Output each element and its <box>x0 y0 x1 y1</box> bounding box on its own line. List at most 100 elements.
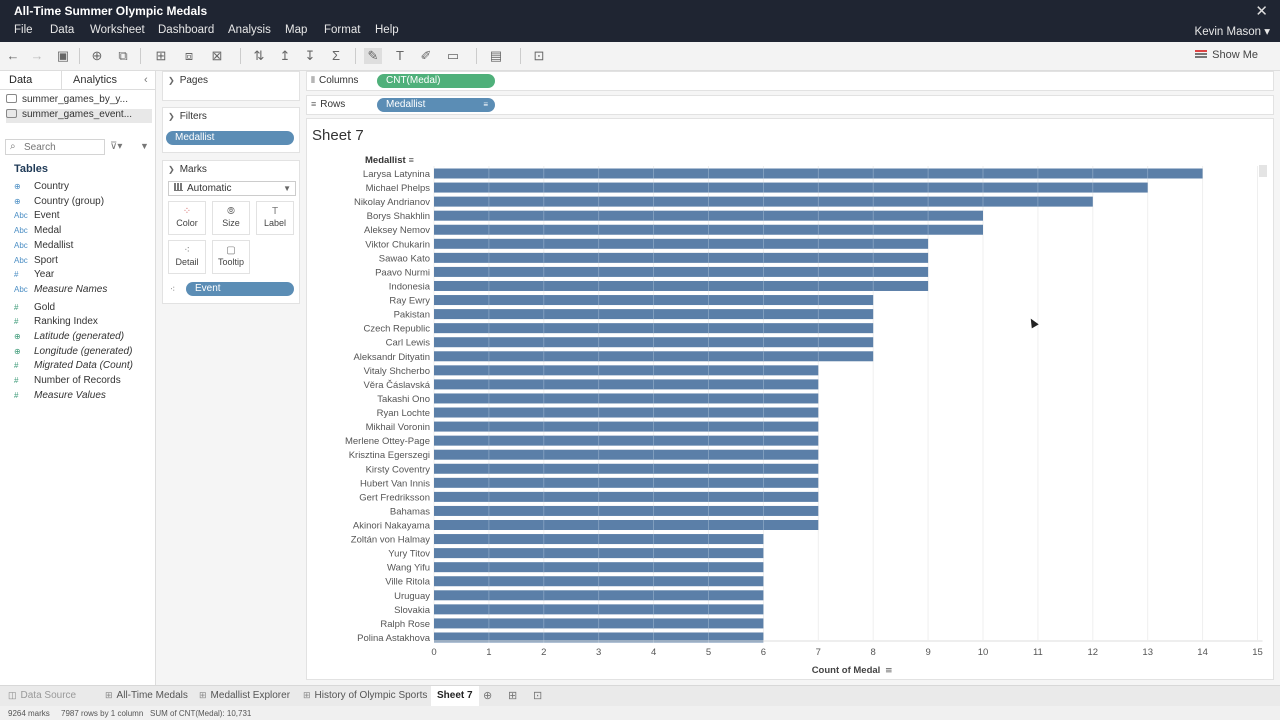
collapse-pane-icon[interactable]: ‹ <box>144 74 148 86</box>
bar[interactable] <box>434 491 819 502</box>
sort-ascending-icon[interactable]: ↥ <box>279 48 291 63</box>
row-header-medallist[interactable]: Medallist ≡ <box>365 155 414 166</box>
menu-data[interactable]: Data <box>50 24 75 36</box>
field-measure-values[interactable]: # Measure Values <box>14 390 106 403</box>
bar[interactable] <box>434 238 929 249</box>
field-latitude-generated[interactable]: ⊕ Latitude (generated) <box>14 331 124 344</box>
color-button[interactable]: ⁘ Color <box>168 201 206 235</box>
rows-pill-medallist[interactable]: Medallist ≡ <box>377 98 495 112</box>
tab-data[interactable]: Data <box>9 74 33 86</box>
mark-type-select[interactable]: Automatic ▼ <box>168 181 296 196</box>
field-name: Country <box>34 181 70 192</box>
bar[interactable] <box>434 393 819 404</box>
field-longitude-generated[interactable]: ⊕ Longitude (generated) <box>14 346 132 359</box>
bar[interactable] <box>434 463 819 474</box>
sort-icon[interactable]: ≡ <box>408 155 414 165</box>
view-cards-icon[interactable]: ▤ <box>489 48 503 63</box>
tab-medallist-explorer[interactable]: ⊞ Medallist Explorer <box>199 690 291 701</box>
search-box[interactable]: ⌕ <box>5 139 105 155</box>
field-migrated-data-count[interactable]: # Migrated Data (Count) <box>14 360 133 373</box>
label-button[interactable]: T Label <box>256 201 294 235</box>
bar[interactable] <box>434 449 819 460</box>
menu-help[interactable]: Help <box>375 24 399 36</box>
bar[interactable] <box>434 266 929 277</box>
number-type-icon: # <box>14 270 19 280</box>
globe-type-icon: ⊕ <box>14 346 21 356</box>
totals-icon[interactable]: Σ <box>331 48 341 63</box>
filter-pill-medallist[interactable]: Medallist <box>166 131 294 145</box>
bar[interactable] <box>434 421 819 432</box>
menu-map[interactable]: Map <box>285 24 308 36</box>
show-me-button[interactable]: Show Me <box>1195 49 1258 61</box>
menu-dashboard[interactable]: Dashboard <box>158 24 215 36</box>
clear-sheet-icon[interactable]: ⊠ <box>211 48 223 63</box>
field-sport[interactable]: Abc Sport <box>14 255 58 268</box>
user-menu[interactable]: Kevin Mason ▾ <box>1194 26 1270 38</box>
filter-fields-icon[interactable]: ⊽▾ <box>110 141 123 152</box>
new-story-tab-icon[interactable]: ⊡ <box>533 690 543 702</box>
tab-history-of-olympic-sports[interactable]: ⊞ History of Olympic Sports <box>303 690 428 701</box>
new-data-source-icon[interactable]: ⊕ <box>91 48 103 63</box>
redo-icon[interactable]: → <box>30 48 44 63</box>
tab-analytics[interactable]: Analytics <box>73 74 118 86</box>
bar[interactable] <box>434 365 819 376</box>
tab-data-source[interactable]: ◫ Data Source <box>8 690 77 701</box>
search-input[interactable] <box>24 141 102 153</box>
field-medal[interactable]: Abc Medal <box>14 225 61 238</box>
bar[interactable] <box>434 520 819 530</box>
new-dashboard-tab-icon[interactable]: ⊞ <box>508 690 518 702</box>
annotate-icon[interactable]: ✐ <box>420 48 432 63</box>
bar[interactable] <box>434 182 1148 193</box>
bar[interactable] <box>434 477 819 488</box>
field-medallist[interactable]: Abc Medallist <box>14 240 73 253</box>
filters-card-header[interactable]: ❯ Filters <box>168 111 207 122</box>
detail-button[interactable]: ⁖ Detail <box>168 240 206 274</box>
field-country-group[interactable]: ⊕ Country (group) <box>14 196 104 209</box>
duplicate-icon[interactable]: ⧈ <box>184 48 194 63</box>
new-worksheet-tab-icon[interactable]: ⊕ <box>483 690 493 702</box>
tab-sheet-7[interactable]: Sheet 7 <box>431 686 479 706</box>
tooltip-button[interactable]: ▢ Tooltip <box>212 240 250 274</box>
labels-icon[interactable]: T <box>396 48 404 63</box>
field-event[interactable]: Abc Event <box>14 210 60 223</box>
field-year[interactable]: # Year <box>14 269 54 282</box>
save-icon[interactable]: ▣ <box>56 48 70 63</box>
field-number-of-records[interactable]: # Number of Records <box>14 375 121 388</box>
sort-descending-icon[interactable]: ↧ <box>304 48 316 63</box>
bar-chart: Larysa Latynina Michael Phelps Nikolay And… <box>345 166 1263 676</box>
columns-pill-cnt-medal[interactable]: CNT(Medal) <box>377 74 495 88</box>
pages-card-header[interactable]: ❯ Pages <box>168 75 209 86</box>
field-country[interactable]: ⊕ Country <box>14 181 69 194</box>
marks-card-header[interactable]: ❯ Marks <box>168 164 207 175</box>
menu-analysis[interactable]: Analysis <box>228 24 271 36</box>
data-source-item-selected[interactable]: summer_games_event... <box>6 109 152 123</box>
tab-all-time-medals[interactable]: ⊞ All-Time Medals <box>105 690 188 701</box>
bar[interactable] <box>434 435 819 446</box>
menu-file[interactable]: File <box>14 24 33 36</box>
presentation-icon[interactable]: ⊡ <box>533 48 545 63</box>
menu-format[interactable]: Format <box>324 24 361 36</box>
bar[interactable] <box>434 280 929 291</box>
pause-updates-icon[interactable]: ⧉ <box>118 48 128 63</box>
detail-pill-event[interactable]: Event <box>186 282 294 296</box>
pane-menu-icon[interactable]: ▼ <box>140 141 149 151</box>
globe-type-icon: ⊕ <box>14 182 21 191</box>
close-icon[interactable]: ✕ <box>1255 3 1268 20</box>
undo-icon[interactable]: ← <box>6 48 20 63</box>
field-measure-names[interactable]: Abc Measure Names <box>14 284 107 297</box>
x-tick-label: 15 <box>1252 647 1263 658</box>
menu-worksheet[interactable]: Worksheet <box>90 24 145 36</box>
size-button[interactable]: ⦾ Size <box>212 201 250 235</box>
highlight-icon[interactable]: ✎ <box>364 48 382 64</box>
fit-icon[interactable]: ▭ <box>446 48 460 63</box>
bar[interactable] <box>434 407 819 418</box>
new-worksheet-icon[interactable]: ⊞ <box>155 48 167 63</box>
field-gold[interactable]: # Gold <box>14 302 55 315</box>
bar[interactable] <box>434 505 819 516</box>
data-source-item[interactable]: summer_games_by_y... <box>6 94 152 108</box>
field-ranking-index[interactable]: # Ranking Index <box>14 316 98 329</box>
scrollbar-thumb[interactable] <box>1259 165 1267 177</box>
bar[interactable] <box>434 379 819 390</box>
bar[interactable] <box>434 252 929 263</box>
swap-icon[interactable]: ⇅ <box>253 48 265 63</box>
